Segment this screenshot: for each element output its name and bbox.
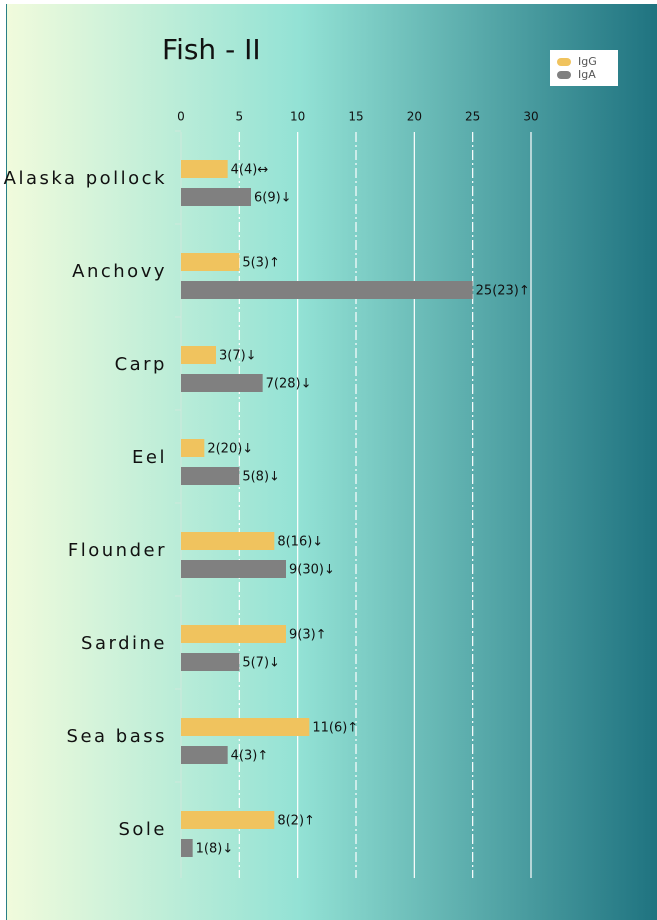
bar xyxy=(181,746,228,764)
value-label: 8(2)↑ xyxy=(277,814,315,829)
bar xyxy=(181,811,275,829)
bar xyxy=(181,374,263,392)
value-label: 2(20)↓ xyxy=(207,442,253,457)
bar xyxy=(181,346,216,364)
bar xyxy=(181,532,275,550)
bar xyxy=(181,281,473,299)
legend-box xyxy=(550,50,618,86)
value-label: 11(6)↑ xyxy=(312,721,358,736)
bar xyxy=(181,188,251,206)
bar xyxy=(181,467,240,485)
bar xyxy=(181,653,240,671)
background xyxy=(6,4,657,920)
y-tick-label: Alaska pollock xyxy=(4,168,167,189)
y-tick-label: Sole xyxy=(118,819,167,840)
value-label: 25(23)↑ xyxy=(476,284,530,299)
x-tick-label: 5 xyxy=(236,110,244,124)
y-tick-label: Eel xyxy=(132,447,167,468)
x-tick-label: 20 xyxy=(407,110,422,124)
legend-swatch xyxy=(557,58,571,66)
y-tick-label: Carp xyxy=(115,354,167,375)
value-label: 7(28)↓ xyxy=(266,377,312,392)
bar xyxy=(181,439,205,457)
legend-label: IgG xyxy=(578,55,597,68)
x-tick-label: 15 xyxy=(348,110,363,124)
value-label: 5(3)↑ xyxy=(242,256,280,271)
value-label: 3(7)↓ xyxy=(219,349,257,364)
value-label: 4(4)↔ xyxy=(231,163,269,178)
y-tick-label: Sardine xyxy=(81,633,167,654)
bar xyxy=(181,625,286,643)
value-label: 4(3)↑ xyxy=(231,749,269,764)
value-label: 6(9)↓ xyxy=(254,191,292,206)
legend-label: IgA xyxy=(578,68,596,81)
value-label: 1(8)↓ xyxy=(196,842,234,857)
x-tick-label: 30 xyxy=(523,110,538,124)
bar xyxy=(181,560,286,578)
x-tick-label: 10 xyxy=(290,110,305,124)
x-tick-label: 0 xyxy=(177,110,185,124)
chart-title: Fish - II xyxy=(162,33,261,66)
value-label: 5(8)↓ xyxy=(242,470,280,485)
value-label: 9(3)↑ xyxy=(289,628,327,643)
y-tick-label: Sea bass xyxy=(67,726,167,747)
bar xyxy=(181,839,193,857)
bar xyxy=(181,160,228,178)
value-label: 8(16)↓ xyxy=(277,535,323,550)
x-tick-label: 25 xyxy=(465,110,480,124)
value-label: 5(7)↓ xyxy=(242,656,280,671)
y-tick-label: Anchovy xyxy=(72,261,167,282)
y-tick-label: Flounder xyxy=(68,540,167,561)
bar xyxy=(181,718,310,736)
legend-swatch xyxy=(557,71,571,79)
bar xyxy=(181,253,240,271)
value-label: 9(30)↓ xyxy=(289,563,335,578)
